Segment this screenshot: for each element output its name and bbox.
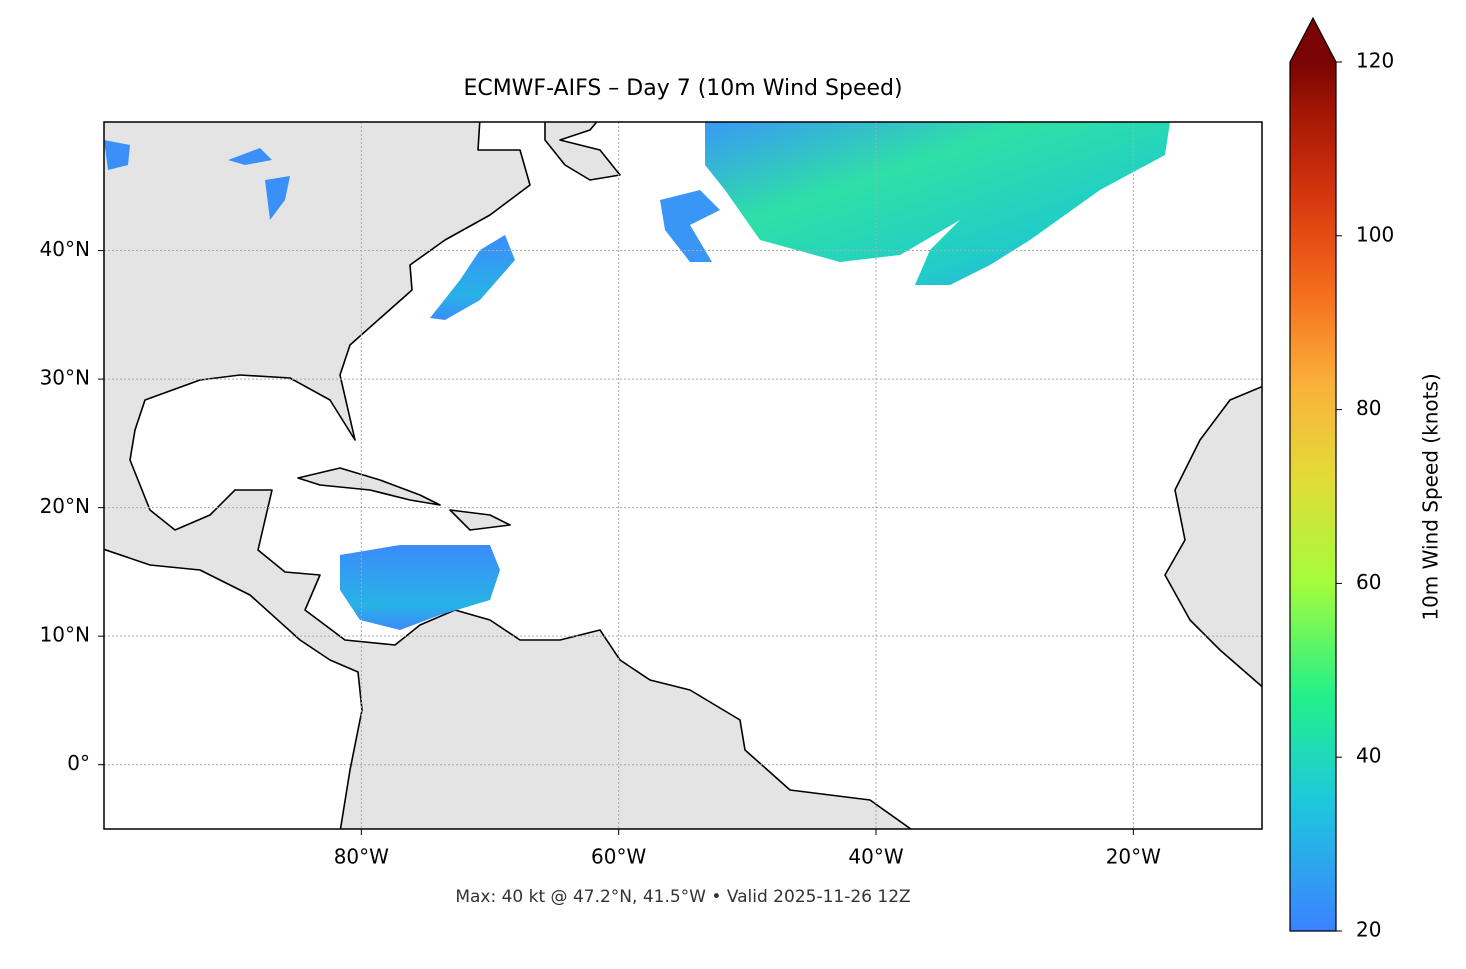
annotation: Max: 40 kt @ 47.2°N, 41.5°W • Valid 2025… [455,887,910,907]
map-frame [103,121,1263,830]
x-tick-label: 20°W [1106,845,1161,869]
map-layer [104,122,1262,829]
x-tick-label: 80°W [334,845,389,869]
colorbar-tick-label: 40 [1356,744,1381,768]
colorbar-tick-label: 20 [1356,918,1381,942]
grid-layer [104,122,1262,829]
colorbar-tick-label: 120 [1356,49,1394,73]
colorbar-tick-label: 100 [1356,222,1394,246]
y-tick-label: 40°N [40,237,90,261]
wind-field [660,190,720,262]
colorbar-tick-label: 80 [1356,396,1381,420]
cuba [297,467,441,506]
maritimes [544,122,621,181]
chart-title: ECMWF-AIFS – Day 7 (10m Wind Speed) [463,76,902,101]
colorbar-extend [1290,18,1336,62]
y-tick-label: 10°N [40,623,90,647]
wind-field [340,545,500,630]
africa [1164,385,1262,688]
y-tick-label: 0° [67,751,90,775]
wind-field [430,235,515,320]
wind-field [705,122,1170,285]
wind-field [104,140,290,220]
colorbar-frame [1289,16,1337,932]
americas [104,122,913,829]
x-tick-label: 40°W [848,845,903,869]
hispaniola [449,509,511,531]
colorbar-label: 10m Wind Speed (knots) [1419,373,1443,620]
colorbar-tick-label: 60 [1356,570,1381,594]
y-tick-label: 30°N [40,366,90,390]
colorbar [1290,62,1336,931]
x-tick-label: 60°W [591,845,646,869]
y-tick-label: 20°N [40,494,90,518]
